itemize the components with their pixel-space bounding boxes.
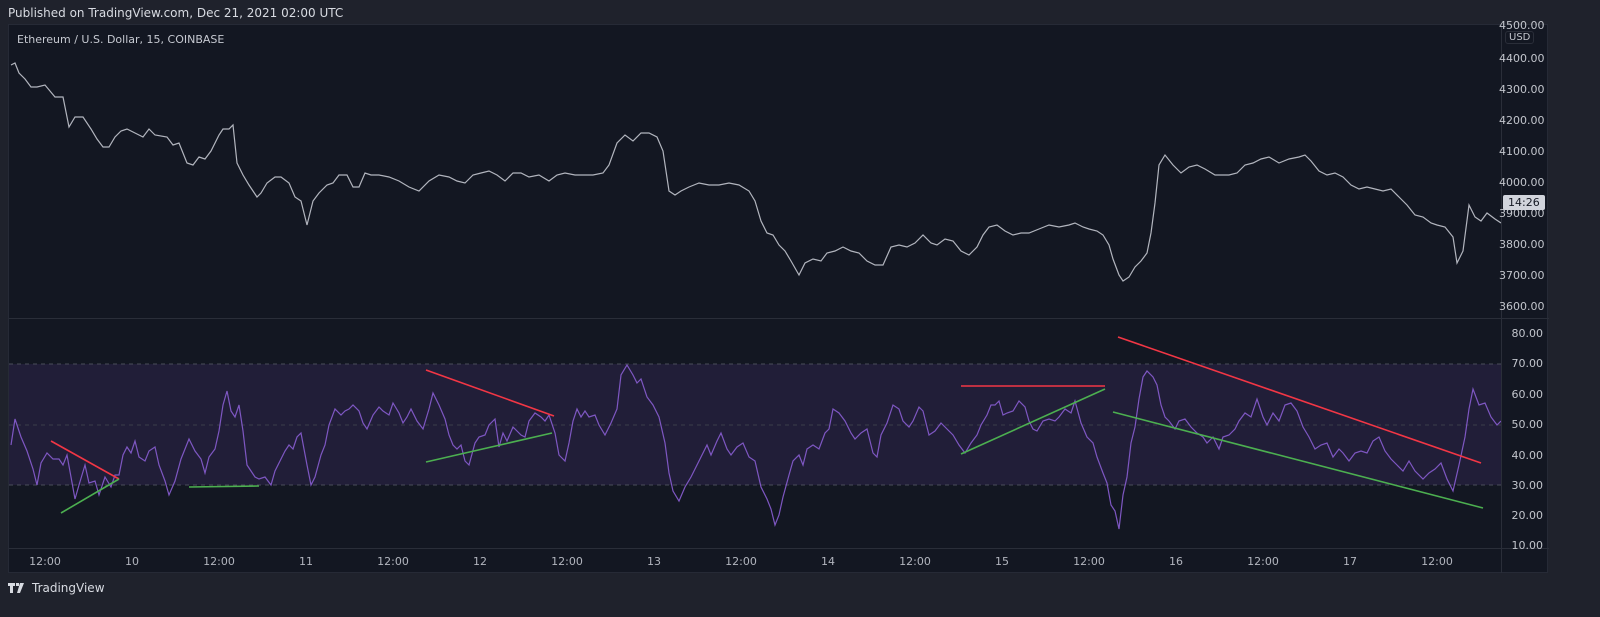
published-caption: Published on TradingView.com, Dec 21, 20… (8, 6, 344, 20)
brand-label: TradingView (32, 581, 105, 595)
rsi-tick: 10.00 (1511, 539, 1544, 552)
price-tick: 4400.00 (1499, 52, 1545, 65)
time-tick: 12:00 (1247, 555, 1279, 568)
time-tick: 12:00 (899, 555, 931, 568)
time-tick: 11 (299, 555, 313, 568)
rsi-tick: 40.00 (1511, 449, 1544, 462)
time-tick: 12:00 (1073, 555, 1105, 568)
rsi-tick: 60.00 (1511, 388, 1544, 401)
chart-frame[interactable]: Ethereum / U.S. Dollar, 15, COINBASE 450… (8, 19, 1549, 573)
time-tick: 12:00 (377, 555, 409, 568)
time-tick: 15 (995, 555, 1009, 568)
time-tick: 17 (1343, 555, 1357, 568)
chart-canvas[interactable] (9, 25, 1501, 573)
time-tick: 12:00 (551, 555, 583, 568)
rsi-line (10, 363, 1501, 530)
rsi-tick: 20.00 (1511, 509, 1544, 522)
price-line (10, 62, 1501, 282)
time-tick: 12:00 (29, 555, 61, 568)
time-axis-divider (9, 548, 1549, 549)
rsi-tick: 50.00 (1511, 418, 1544, 431)
tradingview-logo-icon (8, 583, 24, 593)
time-tick: 12:00 (203, 555, 235, 568)
price-tick: 4300.00 (1499, 83, 1545, 96)
price-tick: 4000.00 (1499, 176, 1545, 189)
symbol-title: Ethereum / U.S. Dollar, 15, COINBASE (17, 33, 225, 46)
price-tick: 4100.00 (1499, 145, 1545, 158)
time-tick: 12:00 (1421, 555, 1453, 568)
time-tick: 12:00 (725, 555, 757, 568)
rsi-tick: 80.00 (1511, 327, 1544, 340)
pane-divider[interactable] (9, 318, 1549, 319)
currency-badge[interactable]: USD (1505, 31, 1535, 44)
price-axis-divider (1501, 25, 1502, 573)
time-tick: 10 (125, 555, 139, 568)
time-tick: 16 (1169, 555, 1183, 568)
tradingview-logo[interactable]: TradingView (8, 581, 105, 595)
price-tick: 3600.00 (1499, 300, 1545, 313)
time-tick: 13 (647, 555, 661, 568)
time-tick: 14 (821, 555, 835, 568)
price-tick: 4500.00 (1499, 19, 1545, 32)
trendlines[interactable] (50, 336, 1484, 514)
rsi-tick: 70.00 (1511, 357, 1544, 370)
last-bar-countdown: 14:26 (1503, 195, 1545, 210)
rsi-tick: 30.00 (1511, 479, 1544, 492)
price-tick: 4200.00 (1499, 114, 1545, 127)
time-tick: 12 (473, 555, 487, 568)
price-tick: 3900.00 (1499, 207, 1545, 220)
price-tick: 3800.00 (1499, 238, 1545, 251)
price-tick: 3700.00 (1499, 269, 1545, 282)
